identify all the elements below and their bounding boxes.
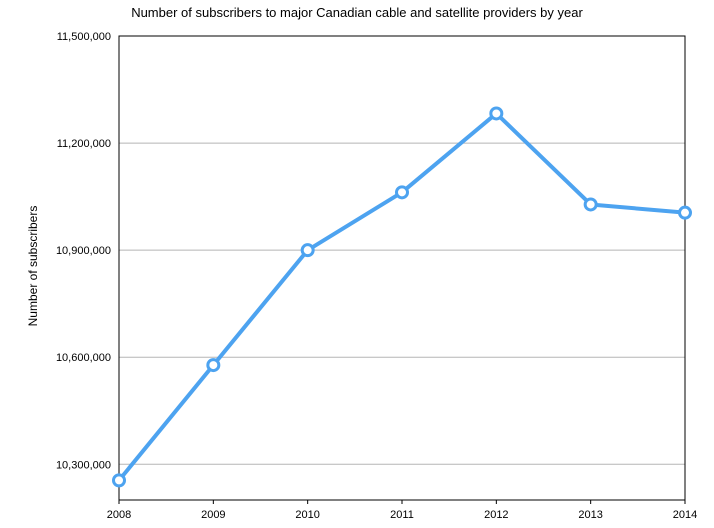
series — [112, 106, 692, 488]
x-tick-label: 2008 — [107, 509, 131, 521]
x-tick-label: 2014 — [673, 509, 697, 521]
chart-title: Number of subscribers to major Canadian … — [131, 5, 583, 20]
x-tick-label: 2013 — [578, 509, 602, 521]
x-tick-label: 2011 — [390, 509, 414, 521]
gridlines — [119, 142, 685, 465]
data-point — [112, 473, 126, 488]
data-point — [583, 197, 598, 212]
data-point — [300, 243, 315, 258]
axes — [118, 35, 686, 504]
x-tick-label: 2010 — [295, 509, 319, 521]
y-axis-title: Number of subscribers — [26, 206, 40, 327]
y-tick-label: 11,500,000 — [57, 31, 111, 43]
y-tick-label: 10,300,000 — [56, 459, 111, 471]
y-tick-label: 10,900,000 — [56, 245, 111, 257]
data-point — [395, 185, 409, 200]
y-tick-label: 11,200,000 — [57, 138, 111, 150]
plot-frame — [118, 35, 686, 501]
data-point — [489, 106, 504, 121]
x-tick-label: 2012 — [484, 509, 508, 521]
data-point — [206, 358, 221, 373]
data-point — [678, 205, 692, 220]
y-tick-label: 10,600,000 — [56, 352, 111, 364]
x-tick-label: 2009 — [201, 509, 225, 521]
series-line — [117, 111, 687, 483]
tick-labels: 10,300,000 10,600,000 10,900,000 11,200,000… — [56, 31, 697, 521]
